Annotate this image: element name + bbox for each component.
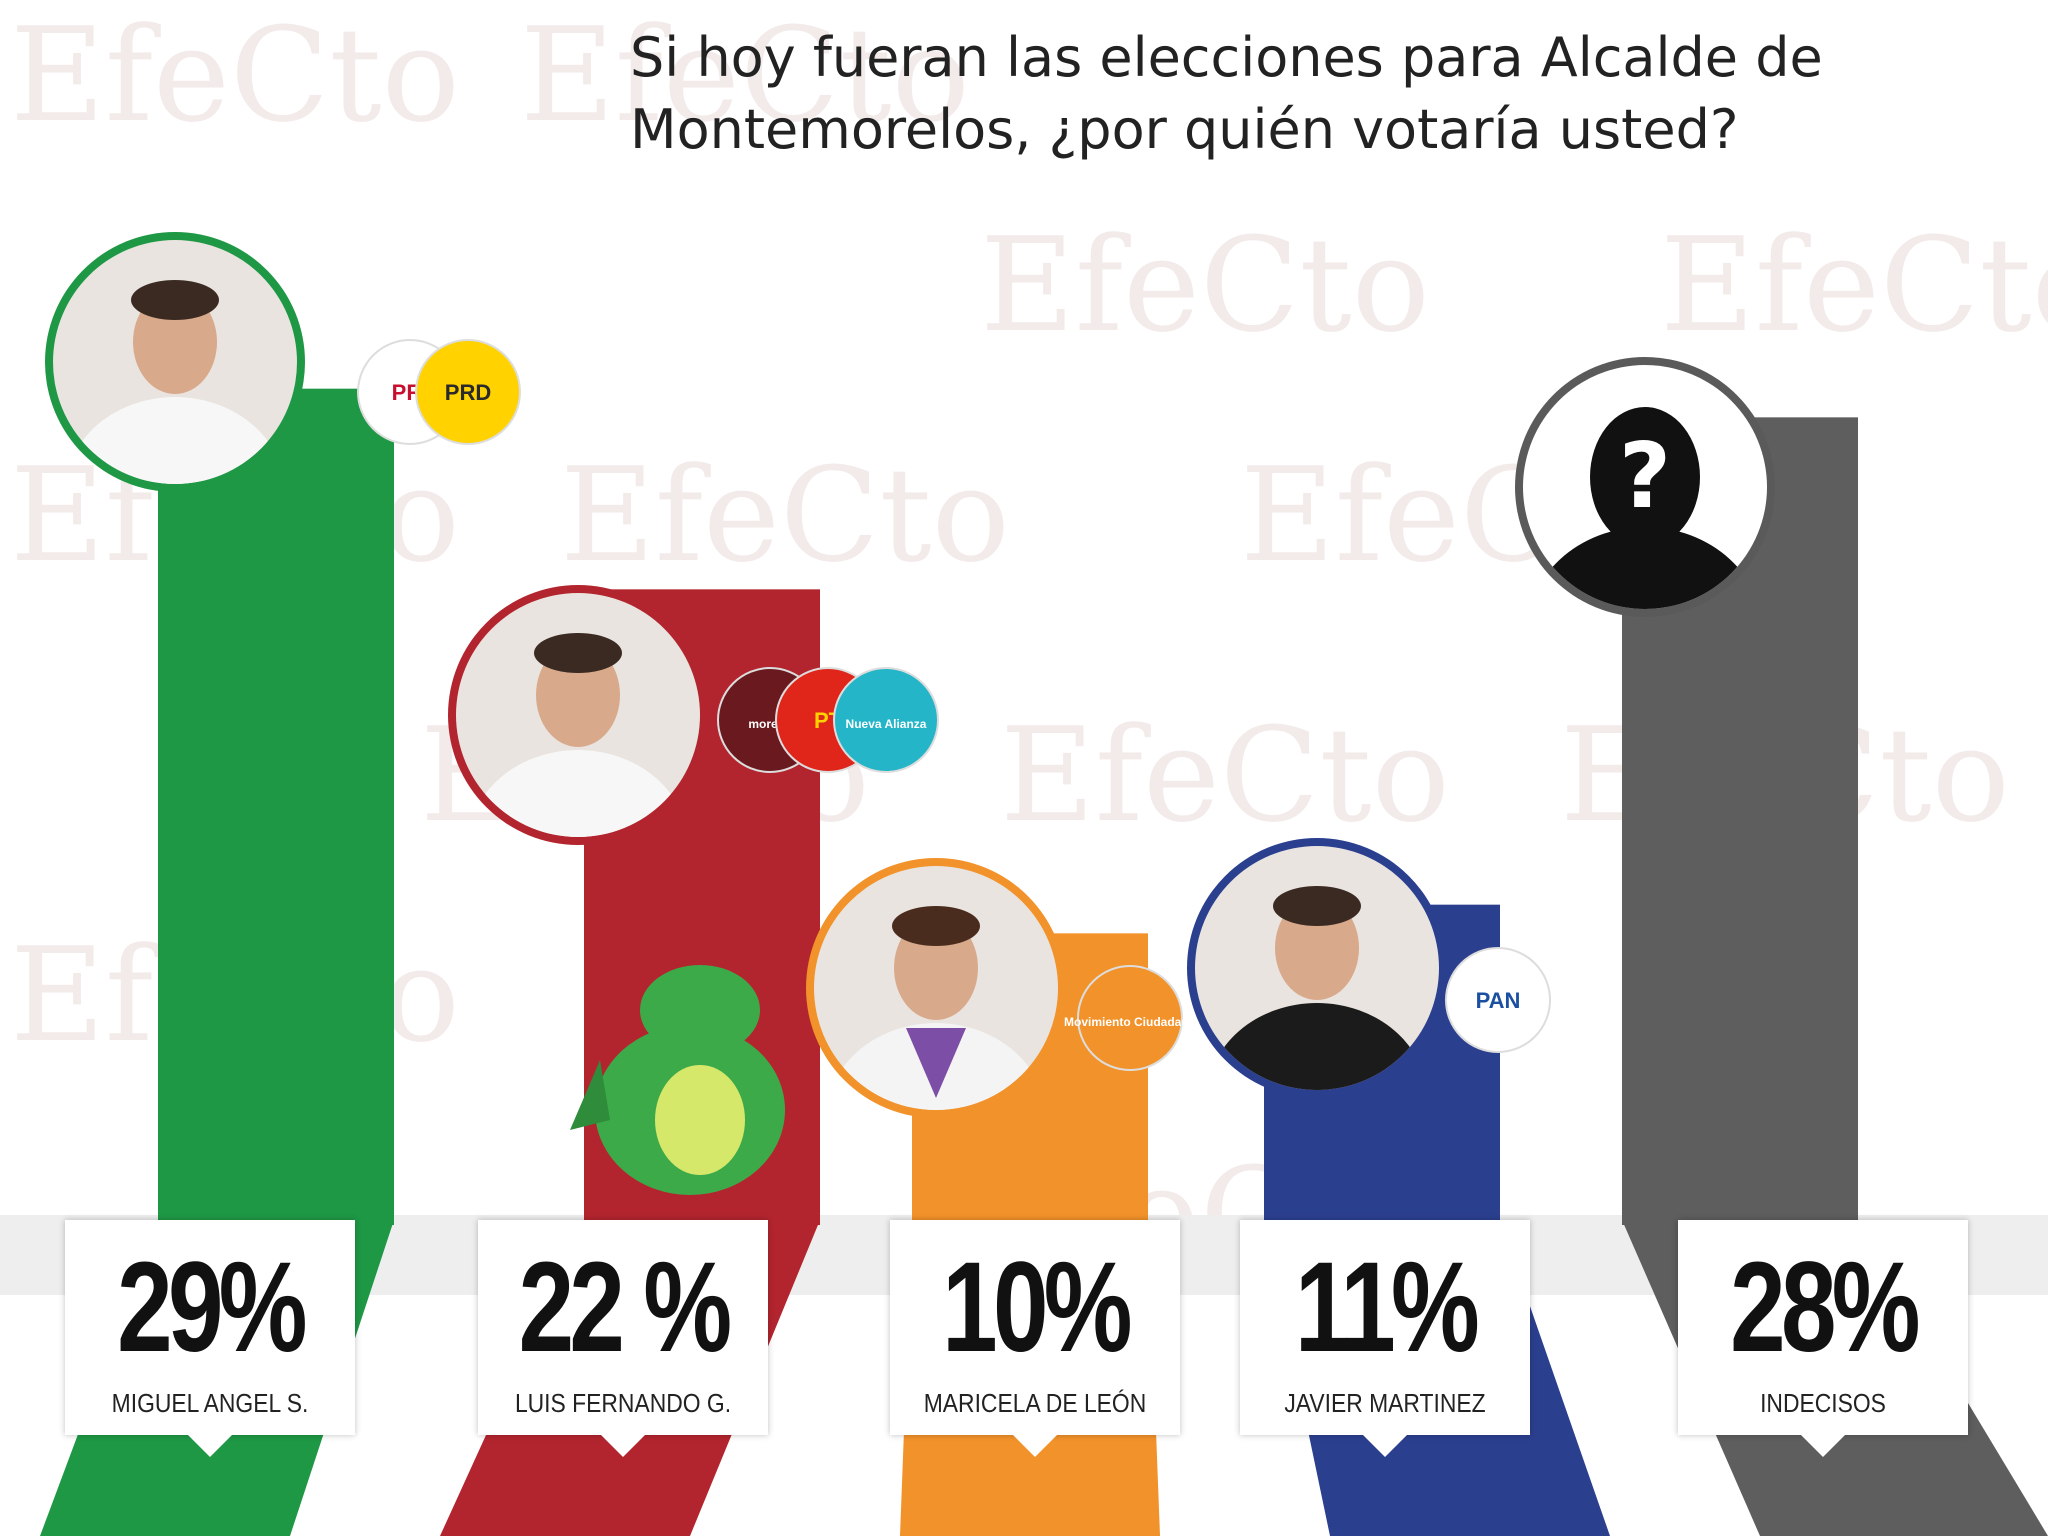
category-label: JAVIER MARTINEZ [1284,1388,1486,1418]
watermark-text: EfeCto [560,439,1010,591]
party-logo-disc [1445,947,1551,1053]
dragon-mascot-icon [570,965,785,1195]
category-label: INDECISOS [1760,1388,1886,1418]
portrait-figure: ? [1525,407,1765,609]
figure-body [65,397,285,484]
candidate-photo-icon [45,232,305,492]
undecided-silhouette-icon: ? [1515,357,1775,617]
data-label: 11% [1294,1236,1480,1379]
data-label: 10% [942,1236,1132,1379]
figure-hair [131,280,219,320]
silhouette-head [1590,407,1700,547]
party-logo-label: Nueva Alianza [846,717,927,731]
silhouette-body [1525,527,1765,609]
party-logo-icon: PAN [1445,947,1551,1053]
party-logo-disc [1077,965,1183,1071]
card-pointer [599,1433,647,1457]
chart-title-line-2: Montemorelos, ¿por quién votaría usted? [630,98,1739,161]
figure-hair [1273,886,1361,926]
value-card-luis: 22 % LUIS FERNANDO G. [478,1220,768,1457]
party-logo-label: PAN [1476,988,1521,1013]
figure-body [1207,1003,1427,1090]
candidate-photo-icon [448,585,708,845]
party-logo-label: Movimiento Ciudadano [1064,1015,1196,1029]
category-label: MARICELA DE LEÓN [923,1388,1147,1418]
watermark-text: EfeCto [1000,699,1450,851]
candidate-photo-icon [806,858,1066,1118]
value-card-maricela: 10% MARICELA DE LEÓN [890,1220,1180,1457]
data-label: 29% [117,1236,307,1379]
bar [158,388,394,1226]
portrait-figure [65,280,285,484]
party-logo-icon: PRD [415,339,521,445]
data-label: 22 % [518,1236,733,1379]
value-card-miguel: 29% MIGUEL ANGEL S. [65,1220,355,1457]
question-mark-icon: ? [1619,424,1671,529]
portrait-figure [826,906,1046,1110]
party-logo-icon: Movimiento Ciudadano [1064,965,1196,1071]
chart-title-line-1: Si hoy fueran las elecciones para Alcald… [630,26,1823,89]
figure-body [468,750,688,837]
watermark-text: EfeCto [10,0,460,151]
party-logo-disc [833,667,939,773]
category-label: MIGUEL ANGEL S. [111,1388,309,1418]
portrait-figure [1207,886,1427,1090]
card-pointer [1011,1433,1059,1457]
party-logo-disc [415,339,521,445]
value-card-javier: 11% JAVIER MARTINEZ [1240,1220,1530,1457]
card-pointer [1799,1433,1847,1457]
data-label: 28% [1730,1236,1920,1379]
figure-hair [892,906,980,946]
party-logo-label: PRD [445,380,491,405]
mascot-wing [570,1060,610,1130]
figure-hair [534,633,622,673]
watermark-text: EfeCto [1660,209,2048,361]
watermark-text: EfeCto [980,209,1430,361]
chart-title: Si hoy fueran las elecciones para Alcald… [630,22,2030,166]
scarf [906,1028,966,1098]
mascot-head [640,965,760,1055]
party-logo-icon: Nueva Alianza [833,667,939,773]
candidate-photo-icon [1187,838,1447,1098]
card-pointer [1361,1433,1409,1457]
figure-body [826,1023,1046,1110]
mascot-belly [655,1065,745,1175]
watermark-text: EfeCto [520,0,970,151]
value-card-indecisos: 28% INDECISOS [1678,1220,1968,1457]
category-label: LUIS FERNANDO G. [514,1388,732,1418]
portrait-figure [468,633,688,837]
card-pointer [186,1433,234,1457]
